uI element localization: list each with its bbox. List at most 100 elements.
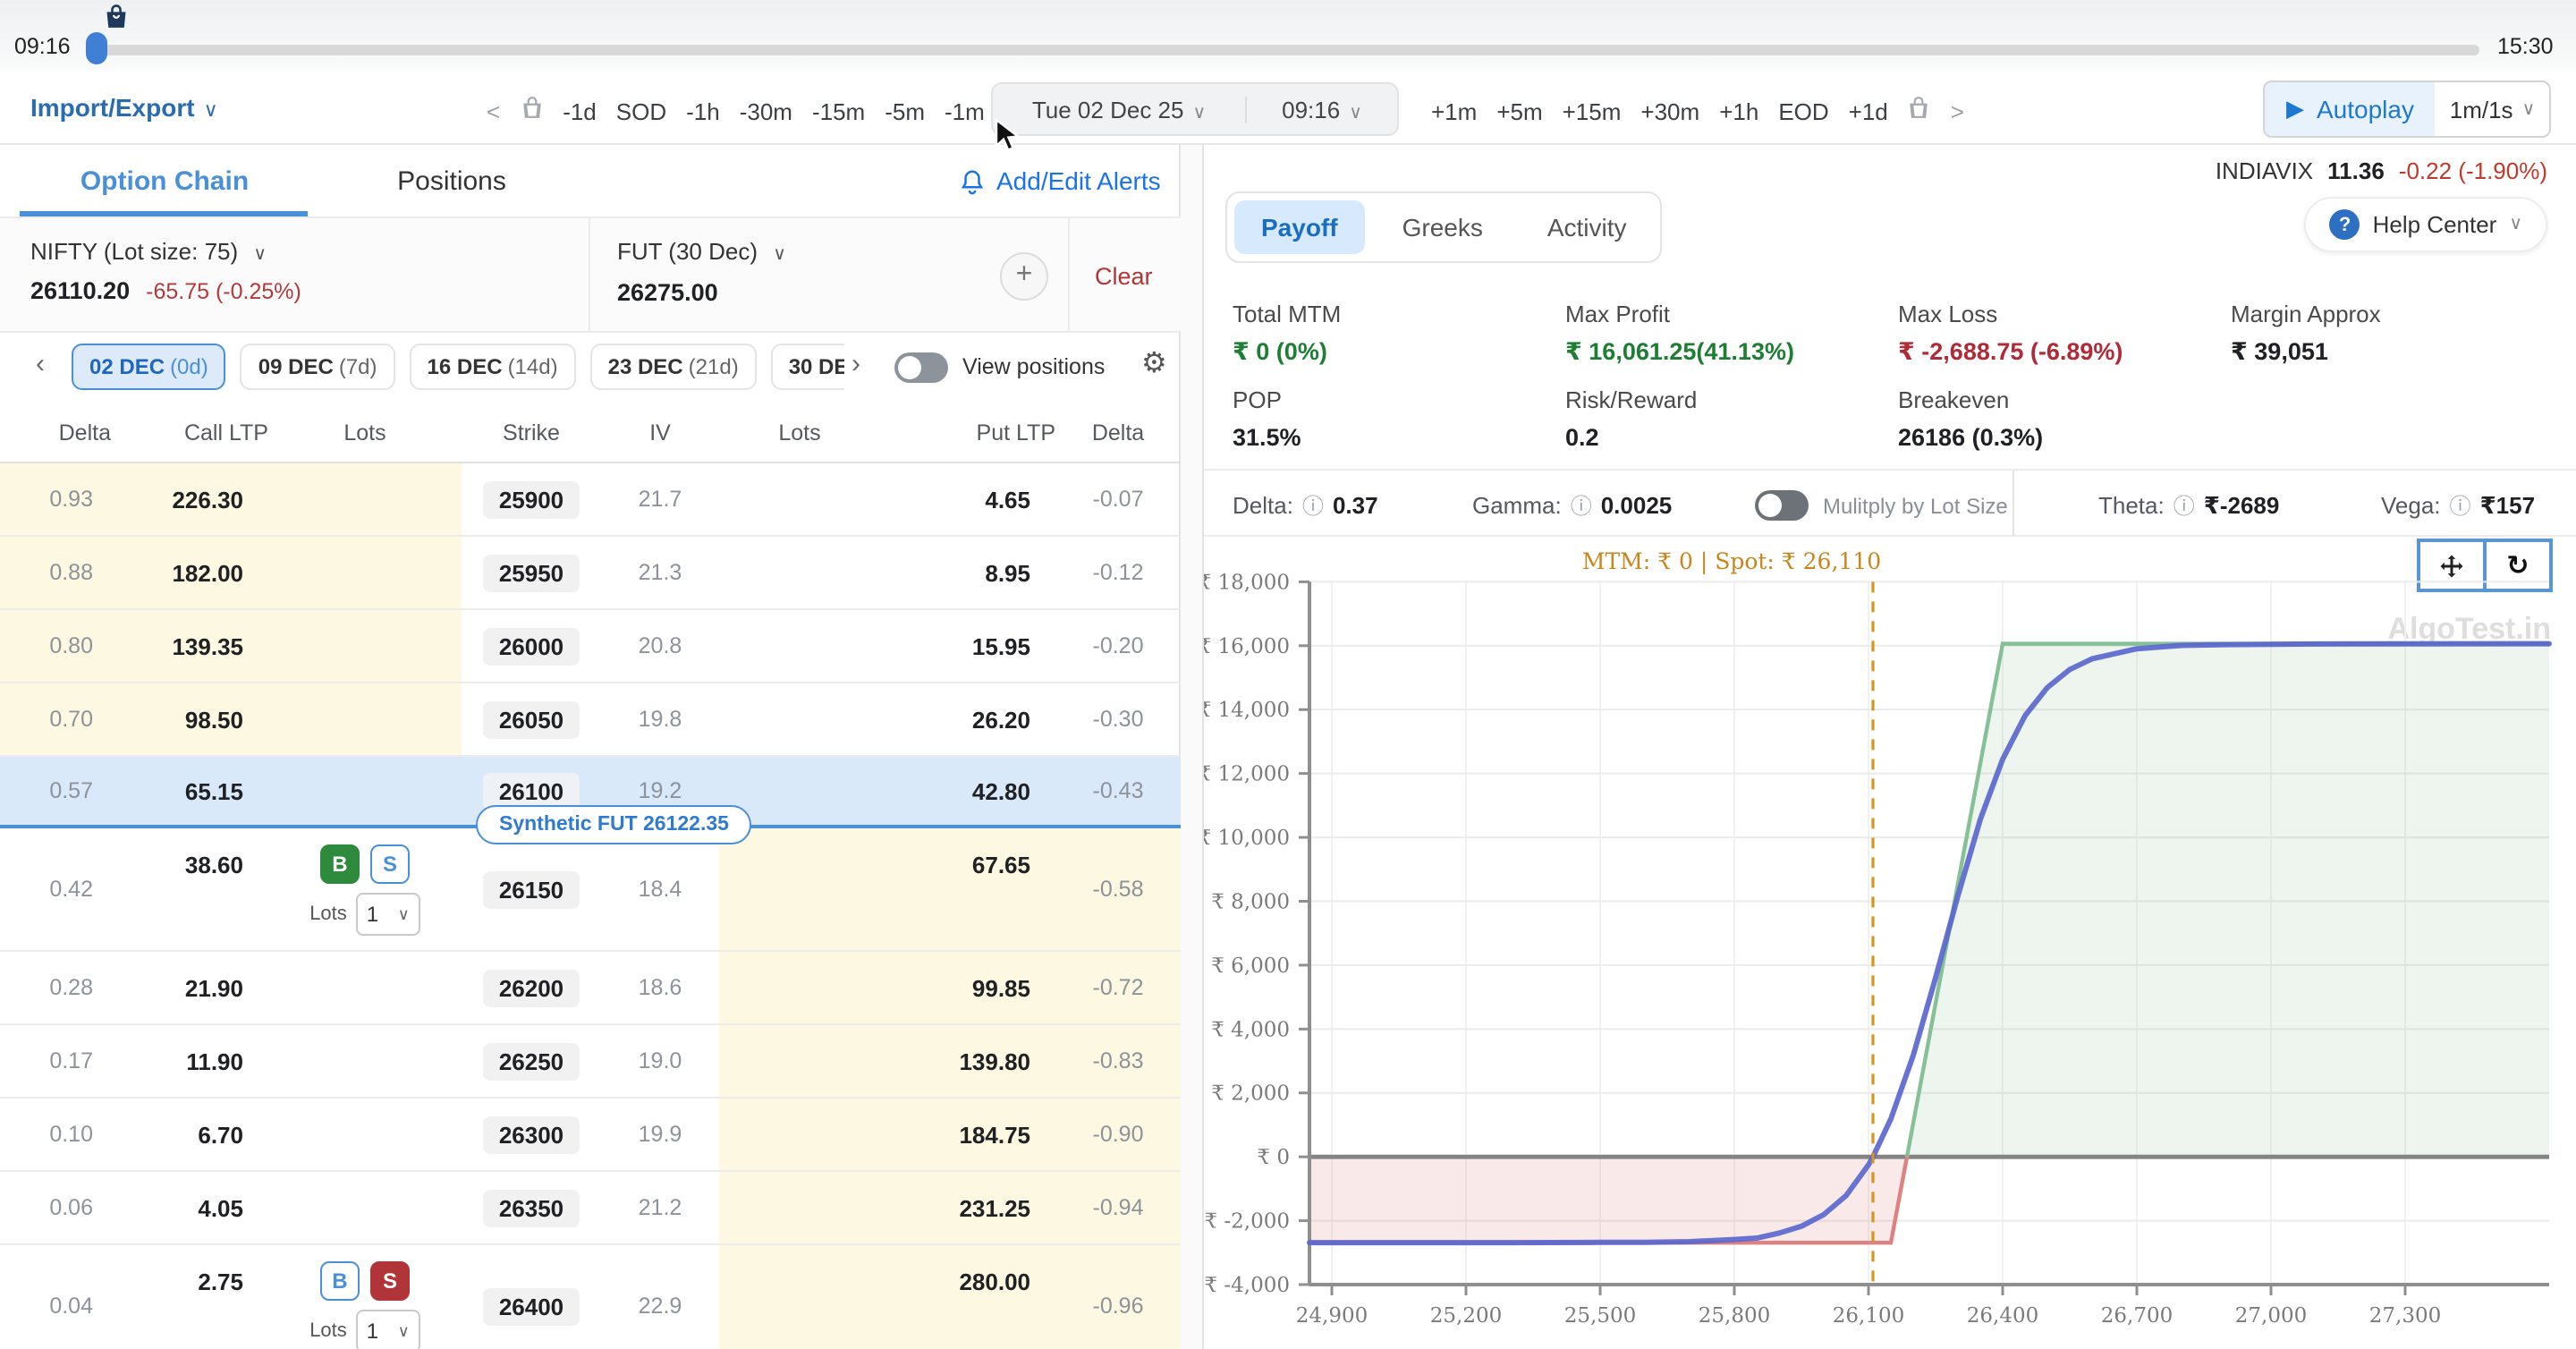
timeline-track[interactable] xyxy=(89,45,2479,55)
time-jump-plus1m[interactable]: +1m xyxy=(1431,98,1477,125)
put-ltp[interactable]: 280.00 xyxy=(959,1268,1030,1295)
svg-text:₹ 12,000: ₹ 12,000 xyxy=(1204,763,1290,786)
call-delta: 0.28 xyxy=(49,975,93,1000)
date-selector[interactable]: Tue 02 Dec 25∨ xyxy=(993,96,1247,123)
put-ltp[interactable]: 67.65 xyxy=(972,852,1030,878)
time-jump-sod[interactable]: SOD xyxy=(616,98,666,125)
info-icon[interactable]: ⓘ xyxy=(1302,490,1324,521)
put-ltp[interactable]: 231.25 xyxy=(959,1194,1030,1221)
underlying-selector[interactable]: NIFTY (Lot size: 75) ∨ xyxy=(30,238,301,265)
timeline-handle[interactable] xyxy=(86,32,107,64)
lots-selector[interactable]: 1∨ xyxy=(356,1310,420,1349)
clear-positions-button[interactable]: Clear xyxy=(1095,263,1153,290)
future-selector[interactable]: FUT (30 Dec) ∨ xyxy=(617,238,786,265)
expiry-chip[interactable]: 23 DEC(21d) xyxy=(590,344,757,390)
jump-next-position-icon[interactable]: > xyxy=(1951,98,1964,125)
payoff-panel: INDIAVIX 11.36 -0.22 (-1.90%) Payoff Gre… xyxy=(1202,145,2576,1349)
time-jump-minus5m[interactable]: -5m xyxy=(885,98,925,125)
iv: 18.6 xyxy=(639,975,682,1000)
tab-option-chain[interactable]: Option Chain xyxy=(21,166,308,197)
help-center-button[interactable]: ? Help Center ∨ xyxy=(2305,197,2547,252)
strike[interactable]: 26000 xyxy=(483,627,580,665)
svg-text:₹ 0: ₹ 0 xyxy=(1257,1146,1290,1169)
time-jump-minus15m[interactable]: -15m xyxy=(812,98,865,125)
call-ltp[interactable]: 182.00 xyxy=(172,559,243,586)
put-delta: -0.20 xyxy=(1093,633,1144,658)
time-jump-plus15m[interactable]: +15m xyxy=(1563,98,1622,125)
put-delta: -0.12 xyxy=(1093,560,1144,585)
prev-trade-bag-icon[interactable] xyxy=(520,95,543,129)
call-ltp[interactable]: 139.35 xyxy=(172,632,243,659)
expiry-scroll-right-icon[interactable]: › xyxy=(852,349,860,379)
put-ltp[interactable]: 42.80 xyxy=(972,777,1030,804)
strike[interactable]: 26400 xyxy=(483,1287,580,1325)
sell-button[interactable]: S xyxy=(370,844,410,884)
strike[interactable]: 26300 xyxy=(483,1116,580,1153)
time-jump-minus1h[interactable]: -1h xyxy=(686,98,720,125)
strike[interactable]: 26350 xyxy=(483,1189,580,1226)
jump-prev-position-icon[interactable]: < xyxy=(487,98,500,125)
time-selector[interactable]: 09:16∨ xyxy=(1247,96,1397,123)
add-instrument-button[interactable]: + xyxy=(1000,252,1048,301)
autoplay-speed-selector[interactable]: 1m/1s∨ xyxy=(2436,82,2549,136)
col-header-iv: IV xyxy=(601,420,719,445)
info-icon[interactable]: ⓘ xyxy=(2174,490,2195,521)
put-ltp[interactable]: 99.85 xyxy=(972,974,1030,1001)
strike[interactable]: 26250 xyxy=(483,1042,580,1080)
call-ltp[interactable]: 98.50 xyxy=(185,706,243,733)
strike[interactable]: 25900 xyxy=(483,480,580,518)
put-ltp[interactable]: 26.20 xyxy=(972,706,1030,733)
next-trade-bag-icon[interactable] xyxy=(1908,95,1931,129)
call-delta: 0.57 xyxy=(49,778,93,803)
time-jump-plus5m[interactable]: +5m xyxy=(1496,98,1542,125)
time-jump-plus1h[interactable]: +1h xyxy=(1719,98,1758,125)
expiry-chip[interactable]: 30 DEC( xyxy=(771,344,844,390)
strike[interactable]: 26150 xyxy=(483,870,580,908)
put-ltp[interactable]: 15.95 xyxy=(972,632,1030,659)
option-chain-row-26050: 0.7098.502605019.826.20-0.30 xyxy=(0,683,1181,757)
call-ltp[interactable]: 226.30 xyxy=(172,486,243,513)
call-ltp[interactable]: 11.90 xyxy=(186,1048,243,1074)
time-jump-minus30m[interactable]: -30m xyxy=(740,98,792,125)
buy-button[interactable]: B xyxy=(320,844,360,884)
time-jump-minus1d[interactable]: -1d xyxy=(563,98,597,125)
lots-selector[interactable]: 1∨ xyxy=(356,893,420,936)
info-icon[interactable]: ⓘ xyxy=(2450,490,2471,521)
strike[interactable]: 26050 xyxy=(483,700,580,738)
metric-max-loss: Max Loss ₹ -2,688.75 (-6.89%) xyxy=(1898,301,2220,367)
sell-button[interactable]: S xyxy=(370,1261,410,1301)
strike[interactable]: 26200 xyxy=(483,969,580,1006)
autoplay-button[interactable]: ▶ Autoplay xyxy=(2265,82,2436,136)
time-jump-plus30m[interactable]: +30m xyxy=(1640,98,1699,125)
gear-icon[interactable]: ⚙ xyxy=(1141,345,1167,381)
strike[interactable]: 26100 xyxy=(483,772,580,810)
tab-activity[interactable]: Activity xyxy=(1521,200,1654,254)
expiry-chip[interactable]: 09 DEC(7d) xyxy=(241,344,395,390)
tab-greeks[interactable]: Greeks xyxy=(1376,200,1510,254)
time-jump-minus1m[interactable]: -1m xyxy=(945,98,985,125)
import-export-button[interactable]: Import/Export∨ xyxy=(30,93,218,122)
put-ltp[interactable]: 8.95 xyxy=(985,559,1030,586)
call-ltp[interactable]: 6.70 xyxy=(198,1121,243,1148)
strike[interactable]: 25950 xyxy=(483,554,580,591)
call-ltp[interactable]: 2.75 xyxy=(198,1268,243,1295)
buy-button[interactable]: B xyxy=(320,1261,360,1301)
call-ltp[interactable]: 4.05 xyxy=(198,1194,243,1221)
call-ltp[interactable]: 38.60 xyxy=(185,852,243,878)
time-jump-eod[interactable]: EOD xyxy=(1778,98,1828,125)
tab-positions[interactable]: Positions xyxy=(322,166,581,197)
tab-payoff[interactable]: Payoff xyxy=(1234,200,1365,254)
put-ltp[interactable]: 139.80 xyxy=(959,1048,1030,1074)
time-jump-plus1d[interactable]: +1d xyxy=(1849,98,1888,125)
add-edit-alerts-button[interactable]: Add/Edit Alerts xyxy=(959,166,1161,195)
multiply-lot-size-toggle[interactable] xyxy=(1755,490,1809,521)
put-ltp[interactable]: 184.75 xyxy=(959,1121,1030,1148)
call-ltp[interactable]: 21.90 xyxy=(185,974,243,1001)
info-icon[interactable]: ⓘ xyxy=(1571,490,1592,521)
put-ltp[interactable]: 4.65 xyxy=(985,486,1030,513)
expiry-chip[interactable]: 16 DEC(14d) xyxy=(410,344,576,390)
expiry-scroll-left-icon[interactable]: ‹ xyxy=(36,349,45,379)
expiry-chip[interactable]: 02 DEC(0d) xyxy=(72,344,226,390)
call-ltp[interactable]: 65.15 xyxy=(185,777,243,804)
view-positions-toggle[interactable] xyxy=(894,352,948,383)
